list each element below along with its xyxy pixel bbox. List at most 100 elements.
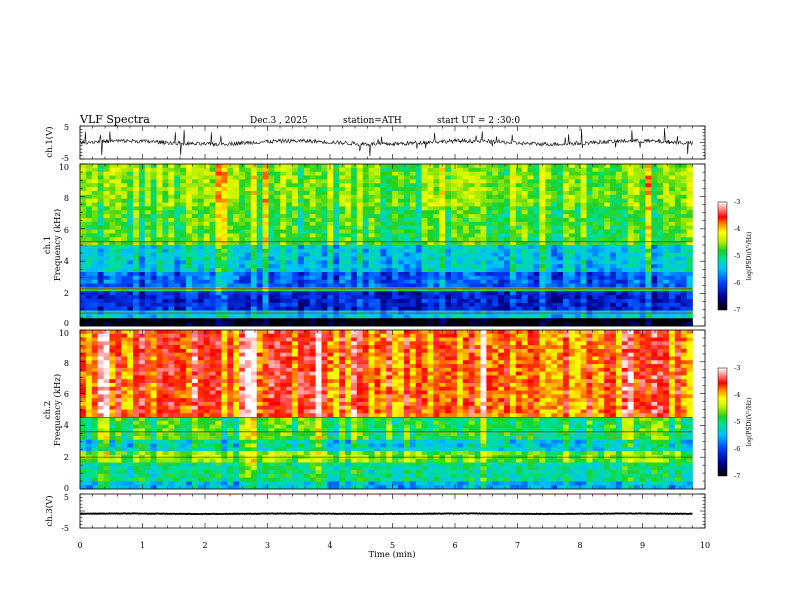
spectrogram-cell-1-521	[85, 183, 93, 188]
spectrogram-cell-1-1077	[297, 202, 305, 207]
spectrogram-cell-1-3069	[392, 275, 399, 281]
spectrogram-cell-1-239	[262, 171, 269, 176]
spectrogram-cell-1-1101	[439, 202, 446, 207]
spectrogram-cell-2-439	[215, 345, 222, 350]
spectrogram-cell-1-266	[421, 171, 428, 176]
spectrogram-cell-1-585	[462, 183, 470, 188]
spectrogram-cell-1-2725	[203, 264, 210, 269]
spectrogram-cell-1-4229	[486, 318, 493, 323]
spectrogram-cell-1-4234	[515, 318, 523, 323]
spectrogram-cell-1-3119	[686, 275, 693, 281]
spectrogram-cell-1-3219	[663, 279, 670, 284]
spectrogram-cell-1-3043	[239, 275, 246, 281]
spectrogram-cell-1-484	[480, 179, 487, 184]
spectrogram-cell-1-4310	[350, 322, 358, 327]
spectrogram-cell-1-491	[521, 179, 528, 184]
spectrogram-cell-1-358	[350, 175, 358, 180]
spectrogram-cell-2-145	[321, 333, 328, 338]
spectrogram-cell-1-76	[527, 164, 534, 169]
spectrogram-cell-1-400	[598, 175, 605, 180]
spectrogram-cell-2-177	[509, 333, 517, 338]
spectrogram-cell-1-313	[85, 175, 93, 180]
spectrogram-cell-1-3726	[586, 299, 593, 304]
spectrogram-cell-2-215	[121, 337, 128, 342]
spectrogram-cell-1-1048	[127, 202, 134, 207]
spectrogram-cell-2-210	[91, 337, 99, 342]
spectrogram-cell-1-617	[651, 183, 658, 188]
spectrogram-cell-1-265	[415, 171, 422, 176]
spectrogram-cell-1-1438	[586, 214, 593, 219]
spectrogram-cell-1-1306	[421, 210, 428, 215]
spectrogram-cell-1-3536	[80, 295, 87, 300]
spectrogram-cell-1-1738	[515, 225, 523, 230]
spectrogram-cell-1-3045	[250, 275, 258, 281]
spectrogram-cell-1-2213	[250, 245, 258, 250]
spectrogram-cell-1-3448	[174, 291, 181, 296]
spectrogram-cell-1-2546	[374, 256, 381, 261]
spectrogram-cell-1-1904	[268, 233, 275, 238]
spectrogram-cell-1-3694	[398, 299, 405, 304]
spectrogram-cell-1-3864	[174, 306, 181, 311]
spectrogram-cell-1-612	[621, 183, 629, 188]
spectrogram-cell-1-341	[250, 175, 258, 180]
spectrogram-cell-2-277	[486, 337, 493, 342]
spectrogram-cell-1-273	[462, 171, 470, 176]
spectrogram-cell-1-797	[486, 191, 493, 196]
spectrogram-cell-1-2700	[668, 260, 676, 265]
spectrogram-cell-1-767	[309, 191, 316, 196]
spectrogram-cell-2-186	[562, 333, 570, 338]
spectrogram-cell-1-457	[321, 179, 328, 184]
spectrogram-cell-1-38	[303, 164, 311, 169]
spectrogram-cell-1-4092	[292, 314, 299, 319]
spectrogram-cell-1-3101	[580, 275, 587, 281]
spectrogram-cell-1-3477	[345, 291, 352, 296]
spectrogram-cell-1-3308	[574, 283, 581, 288]
spectrogram-cell-1-2944	[268, 272, 275, 277]
spectrogram-cell-2-404	[621, 341, 629, 346]
spectrogram-cell-1-1128	[598, 202, 605, 207]
spectrogram-cell-1-1296	[362, 210, 369, 215]
spectrogram-cell-1-3756	[150, 302, 157, 308]
spectrogram-cell-1-925	[627, 194, 634, 200]
spectrogram-cell-1-3896	[362, 306, 369, 311]
spectrogram-cell-2-508	[621, 345, 629, 350]
spectrogram-cell-1-1456	[80, 218, 87, 223]
spectrogram-cell-1-3253	[250, 283, 258, 288]
spectrogram-cell-1-1676	[150, 225, 157, 230]
spectrogram-cell-2-595	[521, 348, 528, 354]
spectrogram-cell-1-2689	[604, 260, 611, 265]
spectrogram-cell-1-605	[580, 183, 587, 188]
spectrogram-cell-1-2401	[133, 252, 140, 257]
spectrogram-cell-1-1538	[562, 218, 570, 223]
spectrogram-cell-1-1915	[333, 233, 340, 238]
spectrogram-cell-1-4159	[686, 314, 693, 319]
spectrogram-cell-2-149	[345, 333, 352, 338]
spectrogram-cell-2-229	[203, 337, 210, 342]
spectrogram-cell-1-1182	[303, 206, 311, 211]
spectrogram-cell-1-3023	[121, 275, 128, 281]
spectrogram-cell-1-2642	[327, 260, 334, 265]
spectrogram-cell-1-1588	[244, 221, 252, 227]
spectrogram-cell-1-4336	[504, 322, 511, 327]
spectrogram-cell-2-547	[239, 348, 246, 354]
spectrogram-cell-1-2957	[345, 272, 352, 277]
spectrogram-cell-1-3878	[256, 306, 263, 311]
spectrogram-cell-1-2543	[356, 256, 364, 261]
spectrogram-cell-2-41	[321, 330, 328, 335]
spectrogram-cell-1-2188	[103, 245, 110, 250]
spectrogram-cell-1-3307	[568, 283, 576, 288]
spectrogram-cell-1-1605	[345, 221, 352, 227]
spectrogram-cell-1-1317	[486, 210, 493, 215]
spectrogram-cell-1-4157	[674, 314, 682, 319]
spectrogram-cell-1-2368	[551, 248, 558, 254]
spectrogram-cell-1-2677	[533, 260, 540, 265]
spectrogram-cell-1-4324	[433, 322, 440, 327]
spectrogram-cell-1-1944	[504, 233, 511, 238]
spectrogram-cell-1-1609	[368, 221, 375, 227]
spectrogram-cell-1-2352	[456, 248, 464, 254]
spectrogram-cell-1-2274	[610, 245, 617, 250]
spectrogram-cell-1-3086	[492, 275, 499, 281]
spectrogram-cell-1-2565	[486, 256, 493, 261]
spectrogram-cell-1-3275	[380, 283, 387, 288]
spectrogram-cell-1-3862	[162, 306, 169, 311]
